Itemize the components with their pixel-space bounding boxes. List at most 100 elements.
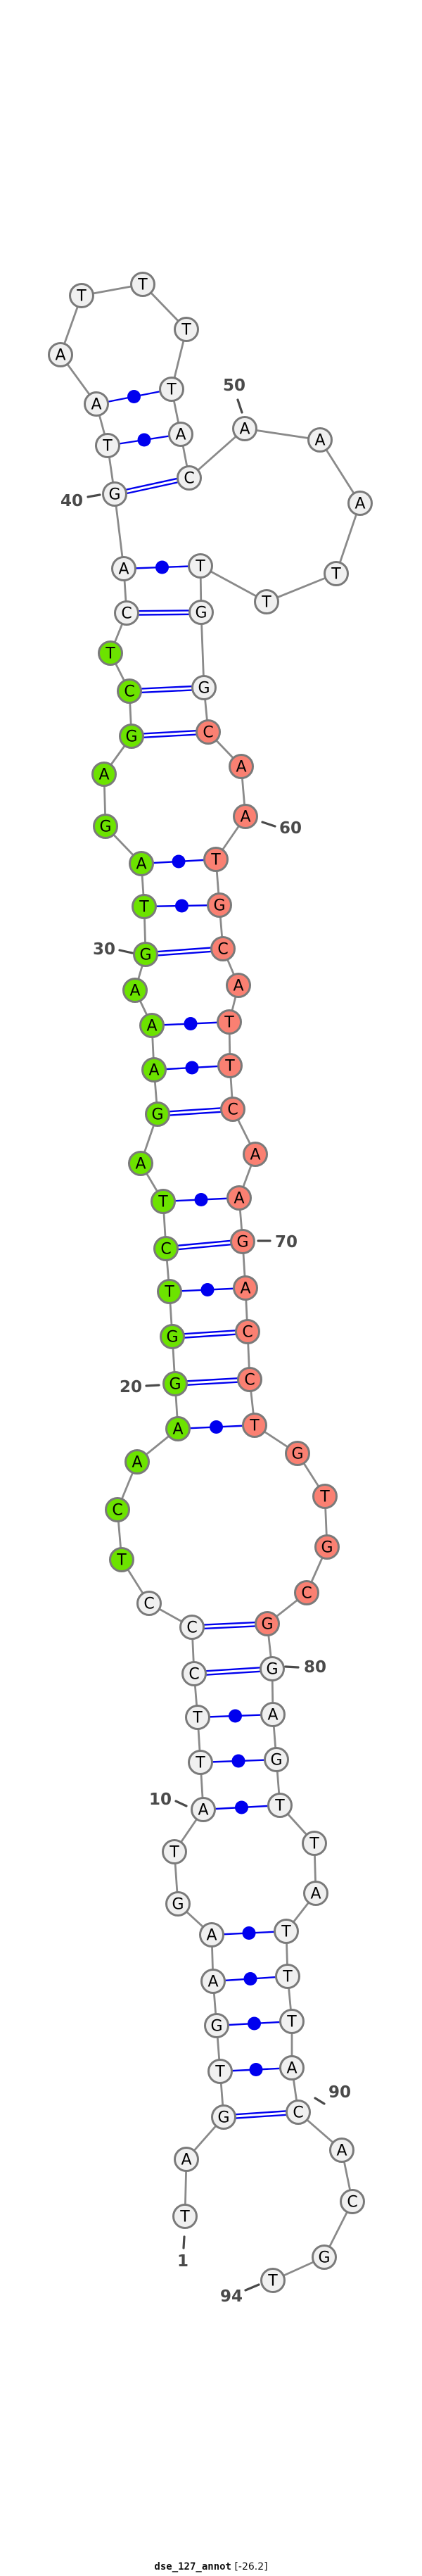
nucleotide-45 <box>130 272 155 297</box>
basepair-dot <box>235 1800 248 1814</box>
plot-title: dse_127_annot [-26.2] <box>0 2561 422 2572</box>
position-tick-50 <box>236 398 243 414</box>
nucleotide-53 <box>324 561 349 586</box>
base-letter-47: T <box>166 381 177 399</box>
base-letter-88: T <box>286 2014 297 2031</box>
nucleotide-12 <box>185 1705 210 1730</box>
basepair-double-line <box>172 1332 248 1339</box>
base-letter-75: G <box>291 1446 303 1463</box>
basepair-dot <box>184 1017 198 1030</box>
base-letter-15: C <box>143 1596 154 1613</box>
nucleotide-76 <box>312 1484 338 1509</box>
base-letter-58: C <box>203 724 213 742</box>
nucleotide-30 <box>133 942 158 967</box>
nucleotide-24 <box>151 1189 176 1214</box>
basepair-double-line <box>166 1242 243 1251</box>
position-label-70: 70 <box>275 1233 298 1251</box>
nucleotide-4 <box>207 2059 233 2084</box>
base-letter-39: A <box>118 561 129 579</box>
nucleotide-46 <box>174 317 199 342</box>
nucleotide-36 <box>117 678 142 704</box>
base-letter-80: G <box>266 1661 278 1679</box>
basepair-double-line <box>165 1239 243 1248</box>
nucleotide-94 <box>260 2268 286 2293</box>
base-letter-31: T <box>139 899 149 916</box>
base-letter-78: C <box>301 1585 312 1603</box>
nucleotide-68 <box>243 1142 268 1167</box>
basepair-dot <box>249 2063 263 2076</box>
base-letter-91: A <box>336 2142 347 2160</box>
nucleotide-44 <box>69 283 94 308</box>
nucleotide-52 <box>347 491 373 516</box>
base-letter-53: T <box>331 566 341 583</box>
base-letter-49: C <box>184 470 194 488</box>
nucleotide-31 <box>132 894 157 919</box>
basepair-double-line <box>158 1110 234 1117</box>
base-letter-22: T <box>164 1284 174 1301</box>
base-letter-70: G <box>236 1234 248 1251</box>
nucleotide-32 <box>129 851 154 876</box>
base-letter-63: C <box>217 941 228 959</box>
nucleotide-72 <box>235 1319 260 1344</box>
nucleotide-38 <box>114 600 139 626</box>
basepair-double-line <box>114 475 189 493</box>
nucleotide-51 <box>307 427 333 453</box>
base-letter-46: T <box>181 322 191 339</box>
basepair-double-line <box>146 949 224 957</box>
base-letter-92: C <box>347 2194 357 2211</box>
nucleotide-8 <box>165 1891 191 1917</box>
base-letter-85: A <box>310 1886 321 1903</box>
basepair-double-line <box>132 733 209 739</box>
basepair-dot <box>185 1061 199 1075</box>
base-letter-9: T <box>169 1844 179 1862</box>
basepair-double-line <box>115 479 190 497</box>
base-letter-32: A <box>136 856 146 873</box>
nucleotide-81 <box>260 1702 286 1727</box>
position-label-30: 30 <box>93 940 115 959</box>
base-letter-37: T <box>105 645 115 663</box>
base-letter-94: T <box>267 2273 278 2290</box>
basepair-double-line <box>131 729 208 735</box>
basepair-dot <box>248 2016 261 2031</box>
nucleotide-50 <box>232 416 257 441</box>
position-label-10: 10 <box>149 1791 172 1809</box>
nucleotide-21 <box>160 1324 185 1349</box>
position-label-1: 1 <box>177 2252 188 2271</box>
basepair-double-line <box>192 1624 268 1630</box>
base-letter-74: T <box>249 1418 260 1435</box>
nucleotide-34 <box>91 762 117 787</box>
base-letter-62: G <box>213 897 225 915</box>
nucleotide-6 <box>200 1969 226 1994</box>
nucleotide-67 <box>220 1097 245 1122</box>
base-letter-25: A <box>135 1156 146 1173</box>
nucleotide-65 <box>217 1009 242 1035</box>
nucleotide-22 <box>157 1279 182 1304</box>
base-letter-34: A <box>98 766 109 784</box>
basepair-dot <box>229 1709 242 1723</box>
base-letter-50: A <box>239 421 250 438</box>
base-letter-66: T <box>224 1058 235 1075</box>
nucleotide-26 <box>145 1101 170 1127</box>
position-tick-20 <box>145 1384 160 1387</box>
position-tick-30 <box>118 949 134 954</box>
position-tick-60 <box>261 821 276 828</box>
nucleotide-1 <box>172 2204 198 2229</box>
nucleotide-17 <box>105 1497 130 1522</box>
nucleotide-88 <box>279 2009 305 2034</box>
base-letter-18: A <box>132 1454 142 1472</box>
nucleotide-35 <box>119 724 144 749</box>
base-letter-42: A <box>91 396 101 414</box>
position-label-50: 50 <box>223 377 245 395</box>
base-letter-45: T <box>137 277 148 294</box>
nucleotide-87 <box>275 1964 300 1989</box>
base-letter-10: A <box>198 1802 208 1819</box>
base-letter-61: T <box>210 852 221 869</box>
base-letter-87: T <box>282 1969 293 1986</box>
nucleotide-71 <box>233 1275 258 1301</box>
nucleotide-64 <box>226 973 251 998</box>
base-letter-56: G <box>195 605 207 622</box>
structure-energy: [-26.2] <box>234 2561 268 2572</box>
basepair-dot <box>127 390 141 403</box>
base-letter-17: C <box>112 1502 122 1520</box>
